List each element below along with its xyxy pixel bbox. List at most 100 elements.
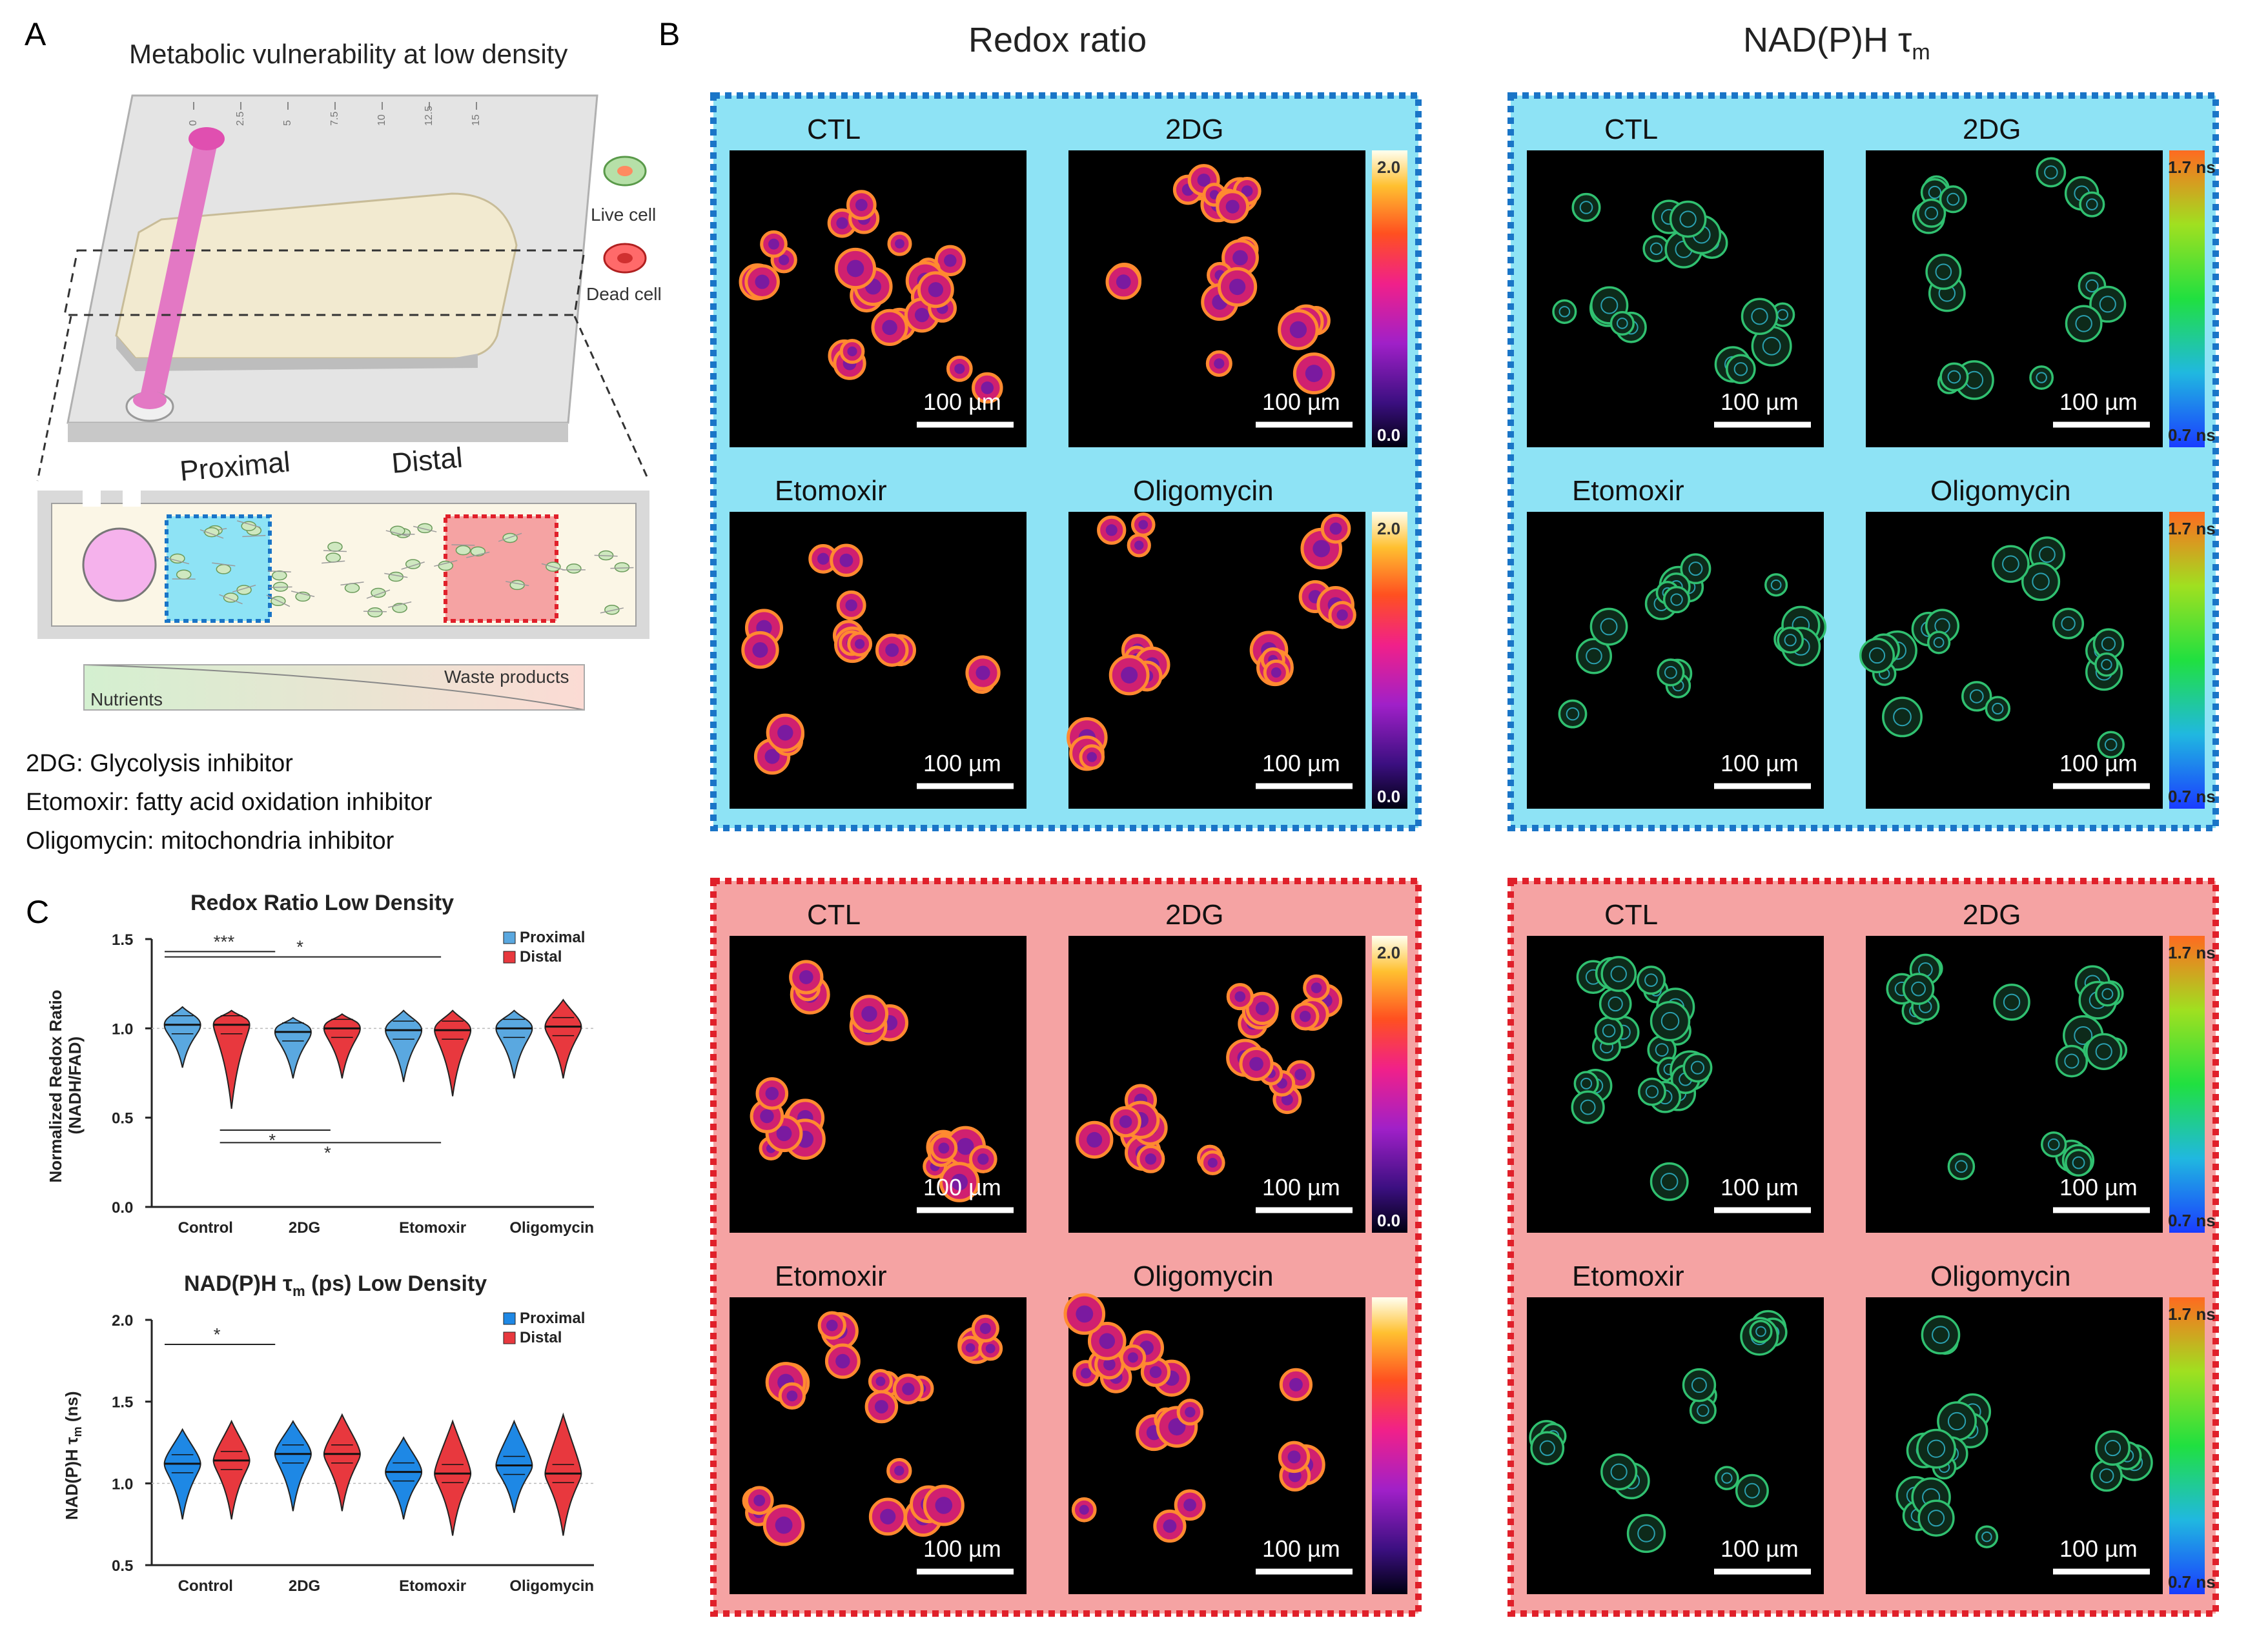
cell-nucleus [2061,616,2076,631]
live-cell-icon [438,560,454,571]
cell-nucleus [895,239,904,249]
scale-bar-label: 100 µm [2059,389,2138,415]
cell-nucleus [894,1465,904,1476]
cell-nucleus [1679,210,1697,228]
cell-cluster [2065,305,2103,343]
cell-nucleus [928,282,944,298]
cell-nucleus [1163,1519,1177,1533]
redox-colorbar [1372,150,1407,447]
cell-nucleus [2039,546,2056,563]
cell-nucleus [1168,1418,1186,1436]
cell-nucleus [1145,1153,1157,1165]
legend-label: Distal [520,1329,562,1346]
cell-nucleus [753,1494,766,1506]
cell-nucleus [1580,1099,1596,1115]
cell-nucleus [874,1400,888,1413]
gradient-band [84,665,584,710]
cell-nucleus [1103,1358,1116,1371]
cell-cluster [1530,1431,1565,1466]
cell-nucleus [2099,296,2116,313]
outlet-port-inner [133,391,167,409]
condition-label-2dg: 2DG [1963,114,2021,145]
device-ruler: 0 2.5 5 7.5 10 12.5 15 [188,102,482,126]
distal-region-box [444,514,558,623]
cell-cluster [2065,1148,2093,1177]
cell-cluster [1947,1153,1976,1180]
cell-nucleus [1992,702,2004,715]
colorbar-min-label: 0.7 ns [2168,425,2216,445]
cell-nucleus [1214,358,1225,369]
cell-nucleus [1947,1412,1967,1431]
cell-nucleus [1688,562,1703,576]
cell-nucleus [882,319,897,336]
significance-label: * [214,1324,221,1344]
cross-section-cells [165,520,634,618]
cell-nucleus [1733,362,1748,376]
cell-nucleus [1617,318,1628,329]
cell-cluster [1682,1053,1713,1083]
y-axis-label: Normalized Redox Ratio [46,989,65,1182]
legend-swatch [503,931,516,944]
violin-proximal-etomoxir [385,1436,423,1520]
redox-colorbar [1372,512,1407,809]
cell-nucleus [1207,1157,1218,1168]
micrograph-oligomycin: Oligomycin 100 µm [1859,475,2163,809]
cell-cluster [2079,191,2105,218]
live-cell-icon [604,605,620,615]
ecm-fiber [242,534,266,538]
ecm-fiber [219,594,243,605]
condition-label-ctl: CTL [1604,899,1658,931]
cell-nucleus [768,238,779,250]
cell-nucleus [902,1382,915,1395]
cell-nucleus [1691,1377,1707,1393]
legend-swatch [503,1312,516,1325]
cell-nucleus [935,1497,953,1514]
micrograph-2dg: 2DG 100 µm [1866,114,2163,447]
violin-distal-control [212,1009,250,1109]
live-cell-icon [223,592,239,603]
scale-bar-label: 100 µm [1721,750,1799,776]
micrograph-etomoxir: Etomoxir 100 µm [730,475,1027,809]
cell-nucleus [1928,185,1942,199]
micrograph-oligomycin: Oligomycin 100 µm [1067,475,1365,809]
violin-distal-oligomycin [544,998,582,1078]
cell-nucleus [981,381,994,394]
cell-nucleus [779,254,790,265]
cell-cluster [1859,638,1895,674]
cell-nucleus [1664,665,1677,679]
cell-nucleus [1329,522,1342,535]
condition-label-oligomycin: Oligomycin [1930,1260,2071,1292]
cell-nucleus [1271,667,1282,678]
ruler-tick-label: 12.5 [424,106,434,126]
cell-nucleus [1149,1366,1162,1379]
cell-nucleus [2104,738,2118,751]
cell-nucleus [1911,981,1926,997]
violin-distal-etomoxir [434,1419,472,1536]
violin-distal-etomoxir [434,1009,472,1097]
violin-proximal-control [163,1006,201,1068]
micrograph-2dg: 2DG 100 µm [1068,114,1365,447]
live-cell-icon [216,564,232,574]
cell-nucleus [2032,572,2050,591]
condition-label-etomoxir: Etomoxir [1572,475,1684,507]
colorbar-max-label: 1.7 ns [2168,157,2216,177]
legend-swatch [503,951,516,964]
scale-bar-label: 100 µm [1262,750,1340,776]
micrograph-ctl: CTL 100 µm [730,114,1027,447]
cell-nucleus [1586,647,1602,665]
cell-nucleus [1336,609,1348,621]
cell-cluster [1558,699,1588,729]
cell-nucleus [1234,991,1246,1002]
cell-nucleus [977,1153,989,1165]
live-cell-icon [367,607,383,618]
flim-violin-chart: NAD(P)H τm (ps) Low Density NAD(P)H τm (n… [62,1271,594,1595]
ecm-fiber [498,532,522,542]
ecm-fiber [610,567,634,569]
condition-label-2dg: 2DG [1165,114,1223,145]
cell-cluster [1637,1077,1666,1106]
cell-cluster [1939,362,1969,392]
cell-nucleus [965,1343,976,1353]
panel-a-device-schematic: Metabolic vulnerability at low density 0… [26,39,662,855]
